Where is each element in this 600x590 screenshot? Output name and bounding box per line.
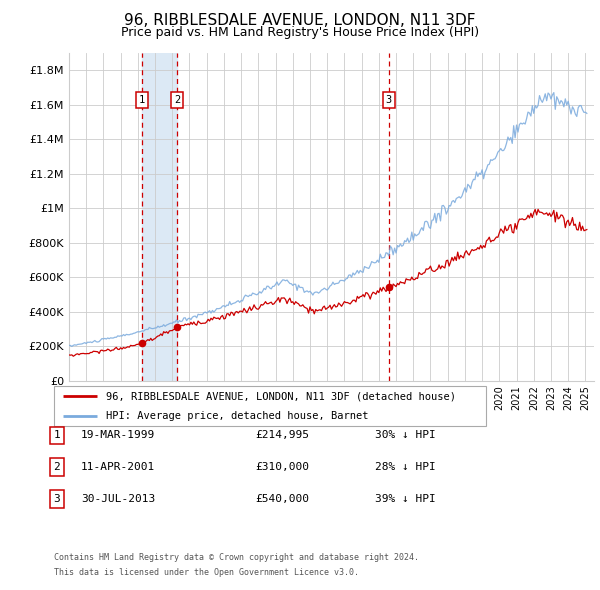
Text: 11-APR-2001: 11-APR-2001 [81, 463, 155, 472]
Text: 3: 3 [53, 494, 61, 504]
Text: 1: 1 [53, 431, 61, 440]
Text: Contains HM Land Registry data © Crown copyright and database right 2024.: Contains HM Land Registry data © Crown c… [54, 553, 419, 562]
Text: 96, RIBBLESDALE AVENUE, LONDON, N11 3DF (detached house): 96, RIBBLESDALE AVENUE, LONDON, N11 3DF … [106, 391, 456, 401]
Text: £540,000: £540,000 [255, 494, 309, 504]
Text: £214,995: £214,995 [255, 431, 309, 440]
Bar [142, 53, 177, 381]
Text: 1: 1 [139, 95, 145, 105]
Text: 96, RIBBLESDALE AVENUE, LONDON, N11 3DF: 96, RIBBLESDALE AVENUE, LONDON, N11 3DF [124, 13, 476, 28]
FancyBboxPatch shape [54, 386, 486, 426]
Text: £310,000: £310,000 [255, 463, 309, 472]
Text: 3: 3 [386, 95, 392, 105]
Text: This data is licensed under the Open Government Licence v3.0.: This data is licensed under the Open Gov… [54, 568, 359, 577]
Text: Price paid vs. HM Land Registry's House Price Index (HPI): Price paid vs. HM Land Registry's House … [121, 26, 479, 39]
Text: 2: 2 [53, 463, 61, 472]
Text: HPI: Average price, detached house, Barnet: HPI: Average price, detached house, Barn… [106, 411, 368, 421]
Text: 30% ↓ HPI: 30% ↓ HPI [375, 431, 436, 440]
Text: 39% ↓ HPI: 39% ↓ HPI [375, 494, 436, 504]
Text: 19-MAR-1999: 19-MAR-1999 [81, 431, 155, 440]
Text: 2: 2 [174, 95, 180, 105]
Text: 28% ↓ HPI: 28% ↓ HPI [375, 463, 436, 472]
Text: 30-JUL-2013: 30-JUL-2013 [81, 494, 155, 504]
